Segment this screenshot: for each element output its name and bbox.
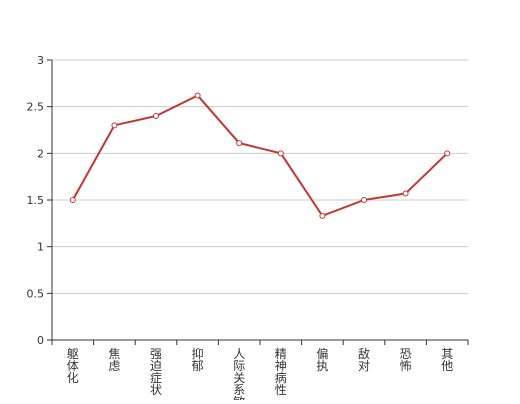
- x-tick-label-char: 系: [233, 383, 245, 397]
- x-tick-label-char: 恐: [400, 347, 412, 361]
- axis-layer: [47, 59, 469, 345]
- x-tick-label-char: 关: [233, 371, 245, 385]
- data-point[interactable]: [236, 140, 243, 147]
- x-tick-label-char: 人: [233, 347, 245, 361]
- x-tick-label-char: 怖: [400, 358, 412, 373]
- x-tick-label-char: 执: [316, 359, 328, 373]
- x-tick-label-char: 体: [67, 359, 79, 373]
- x-tick-label-char: 其: [441, 347, 453, 361]
- x-tick-label: 其他: [441, 347, 453, 373]
- y-tick-label: 0.5: [27, 287, 45, 300]
- series-line: [71, 94, 448, 217]
- y-tick-label: 2.5: [27, 101, 45, 114]
- data-point[interactable]: [69, 197, 76, 203]
- x-tick-label-char: 敌: [358, 346, 370, 361]
- x-tick-label-char: 际: [233, 359, 245, 373]
- x-tick-label-char: 焦: [108, 347, 120, 361]
- x-tick-label: 恐怖: [400, 347, 412, 373]
- y-tick-label: 1: [37, 241, 44, 254]
- data-point[interactable]: [153, 113, 159, 119]
- data-point[interactable]: [111, 122, 118, 129]
- x-tick-label-char: 化: [67, 371, 79, 385]
- x-tick-label: 敌对: [358, 346, 370, 373]
- data-point[interactable]: [319, 212, 326, 219]
- y-tick-label: 3: [37, 54, 44, 67]
- x-tick-label-char: 抑: [192, 346, 204, 361]
- x-tick-label-char: 对: [358, 359, 370, 373]
- x-tick-label: 人际关系敏: [233, 347, 245, 404]
- data-point[interactable]: [402, 190, 409, 197]
- x-tick-label-char: 神: [275, 359, 287, 373]
- x-tick-label: 偏执: [316, 346, 328, 373]
- x-tick-label-char: 偏: [316, 346, 328, 361]
- x-tick-label-char: 躯: [67, 346, 79, 361]
- x-tick-label-char: 精: [275, 347, 287, 361]
- x-tick-label: 焦虑: [108, 347, 120, 373]
- y-tick-label: 1.5: [27, 194, 45, 207]
- grid-layer: [52, 59, 468, 294]
- data-point[interactable]: [444, 150, 451, 157]
- x-tick-label: 躯体化: [67, 346, 79, 385]
- x-tick-label-char: 虑: [108, 359, 120, 373]
- data-point[interactable]: [194, 92, 201, 99]
- label-layer: 00.511.522.53躯体化焦虑强迫症状抑郁人际关系敏精神病性偏执敌对恐怖其…: [27, 54, 454, 404]
- y-tick-label: 2: [37, 147, 44, 160]
- x-tick-label-char: 状: [150, 383, 162, 397]
- y-tick-label: 0: [37, 334, 44, 347]
- x-tick-label: 抑郁: [192, 346, 204, 373]
- x-tick-label-char: 强: [150, 347, 162, 361]
- x-tick-label-char: 性: [275, 383, 287, 397]
- data-point[interactable]: [277, 150, 284, 157]
- x-tick-label-char: 症: [150, 370, 162, 385]
- x-tick-label-char: 迫: [150, 359, 162, 373]
- x-tick-label-char: 敏: [233, 394, 245, 400]
- x-tick-label-char: 郁: [192, 358, 204, 373]
- data-point[interactable]: [361, 197, 367, 203]
- x-tick-label-char: 病: [275, 370, 287, 385]
- series-layer: [69, 92, 451, 219]
- x-tick-label-char: 他: [441, 359, 453, 373]
